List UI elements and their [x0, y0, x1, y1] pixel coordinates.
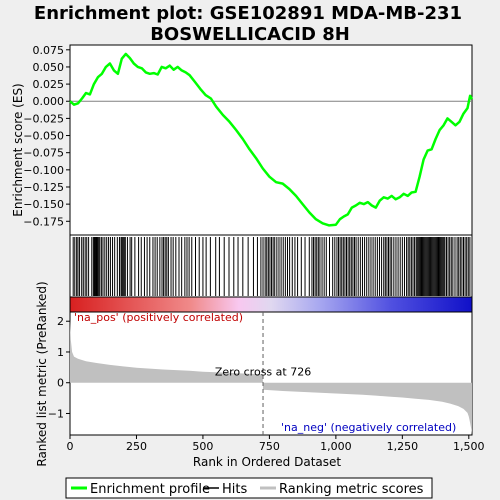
chart-title-line2: BOSWELLICACID 8H [150, 24, 350, 45]
zero-cross-label: Zero cross at 726 [215, 366, 311, 379]
x-tick-label: 0 [67, 440, 74, 453]
x-tick-label: 1,500 [453, 440, 485, 453]
es-ytick-label: −0.175 [23, 215, 64, 228]
legend-hits-label: Hits [222, 482, 247, 497]
metric-ytick-label: 0 [57, 377, 64, 390]
rank-heatmap-band [69, 296, 473, 313]
es-ytick-label: 0.000 [33, 95, 65, 108]
es-ytick-label: 0.050 [33, 61, 65, 74]
hits-area [69, 234, 473, 298]
x-tick-label: 1,000 [320, 440, 352, 453]
enrichment-profile-line [69, 52, 474, 227]
x-tick-label: 250 [126, 440, 147, 453]
es-ytick-label: −0.050 [23, 130, 64, 143]
x-tick-label: 1,250 [387, 440, 419, 453]
x-tick-label: 750 [259, 440, 280, 453]
x-axis-label: Rank in Ordered Dataset [193, 455, 341, 469]
es-ytick-label: −0.100 [23, 164, 64, 177]
ranking-metric-area [70, 319, 472, 435]
legend-ranking-label: Ranking metric scores [279, 482, 424, 497]
metric-ylabel: Ranked list metric (PreRanked) [35, 281, 49, 466]
es-ytick-label: 0.025 [33, 78, 65, 91]
metric-ytick-label: −1 [48, 407, 64, 420]
es-ylabel: Enrichment score (ES) [11, 83, 25, 216]
metric-ytick-label: 2 [57, 315, 64, 328]
legend-enrichment-label: Enrichment profile [90, 482, 210, 497]
metric-ytick-label: 1 [57, 346, 64, 359]
es-ytick-label: −0.075 [23, 147, 64, 160]
es-ytick-label: −0.150 [23, 198, 64, 211]
es-ytick-label: 0.075 [33, 44, 65, 57]
es-ytick-label: −0.025 [23, 112, 64, 125]
es-plot-area [69, 44, 473, 236]
legend-box [65, 477, 433, 499]
chart-title-line1: Enrichment plot: GSE102891 MDA-MB-231 [34, 3, 462, 24]
es-ytick-label: −0.125 [23, 181, 64, 194]
hits-marks [72, 237, 471, 296]
x-tick-label: 500 [192, 440, 213, 453]
na-pos-label: 'na_pos' (positively correlated) [74, 311, 243, 324]
na-neg-label: 'na_neg' (negatively correlated) [281, 421, 456, 434]
